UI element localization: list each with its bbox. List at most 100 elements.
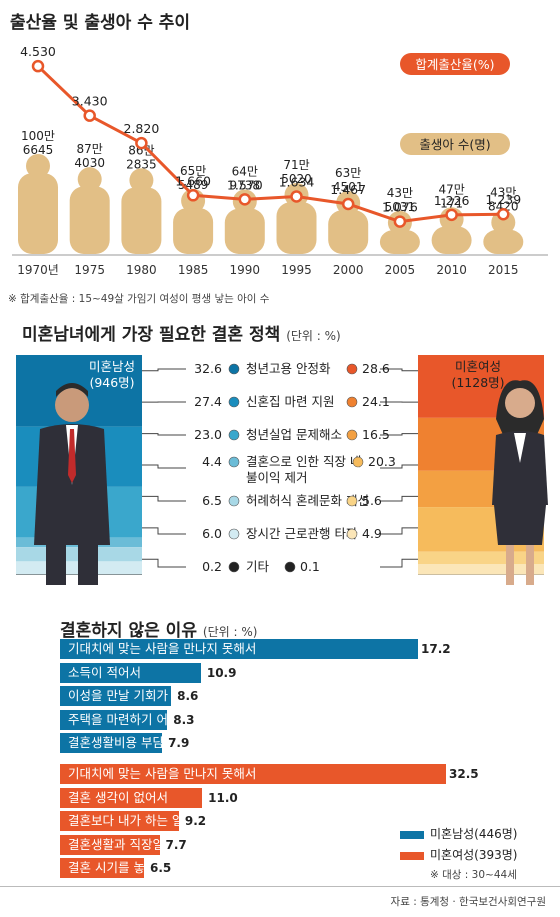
male-group-label: 미혼남성 [89,359,135,374]
reason-category-label: 결혼 생각이 없어서 [68,789,168,805]
female-policy-dot [346,528,358,540]
birth-label-a: 86만 [128,143,154,157]
male-connector [142,558,186,568]
reason-value-label: 17.2 [418,639,454,659]
female-connector [380,558,418,568]
legend-female-swatch [400,851,424,860]
female-reason-bar: 결혼 시기를 놓쳐서 [60,858,168,878]
birth-figure-head [77,167,102,192]
reason-category-label: 결혼생활비용 부담이 커서 [68,735,203,750]
female-connector [380,368,418,372]
male-connector [142,433,186,436]
female-group-label: 미혼여성 [455,359,501,374]
female-policy-value: 4.9 [362,526,382,541]
birth-figure-2 [121,168,162,254]
woman-head [505,388,535,418]
female-policy-value: 16.5 [362,427,390,442]
chart3-title: 결혼하지 않은 이유 (단위 : %) [60,616,257,641]
male-policy-value: 6.5 [202,493,222,508]
male-policy-dot [228,363,240,375]
rate-label: 3.430 [72,94,108,109]
rate-label: 1.239 [485,192,521,207]
x-tick-label: 2015 [488,263,519,277]
policy-category-label: 기타 [246,559,270,574]
birth-label-a: 47만 [438,182,464,196]
birth-label-a: 64만 [232,164,258,178]
birth-figure-body [276,202,317,254]
female-policy-segment [418,564,544,575]
female-reason-bar: 기대치에 맞는 사람을 만나지 못해서 [60,764,480,784]
birth-figure-head [26,154,50,178]
rate-label: 1.076 [382,200,418,215]
birth-figure-9 [483,210,524,254]
reason-category-label: 결혼보다 내가 하는 일에 더 충실하고 싶어서 [68,813,299,828]
source-divider [0,886,560,887]
male-policy-value: 6.0 [202,526,222,541]
rate-line [36,65,504,224]
male-policy-dot [228,495,240,507]
reason-category-label: 주택을 마련하기 어려워서 [68,711,203,727]
male-reason-bar: 주택을 마련하기 어려워서 [60,709,202,730]
male-connector [142,495,186,502]
chart2-title-text: 미혼남녀에게 가장 필요한 결혼 정책 [22,325,281,345]
female-group-label: (1128명) [451,375,504,390]
female-policy-dot [346,396,358,408]
reason-value-label: 10.9 [206,665,237,680]
birth-label-a: 43만 [387,186,413,200]
reason-category-label: 기대치에 맞는 사람을 만나지 못해서 [68,766,257,781]
male-policy-value: 32.6 [194,361,222,376]
rate-label: 1.226 [434,193,470,208]
male-reason-bar: 소득이 적어서 [60,662,201,683]
legend-female-label: 미혼여성(393명) [430,848,518,862]
birth-figure-body [483,229,524,254]
male-policy-dot [228,429,240,441]
x-tick-label: 1985 [178,263,209,277]
birth-figure-body [328,210,369,254]
reason-category-label: 결혼 시기를 놓쳐서 [68,860,168,875]
policy-category-label: 허례허식 혼례문화 개선 [246,493,369,508]
male-policy-dot [228,396,240,408]
rate-legend-text: 합계출산율(%) [415,57,494,72]
man-leg-left [46,545,66,585]
chart1-title: 출산율 및 출생아 수 추이 [10,13,191,33]
x-tick-label: 1990 [230,263,261,277]
male-policy-dot [228,456,240,468]
woman-blouse [514,433,526,463]
reason-category-label: 이성을 만날 기회가 없어서 [68,688,207,703]
rate-point [135,136,148,150]
legend-female: 미혼여성(393명) [400,846,517,863]
rate-label: 1.467 [330,182,366,197]
rate-point [186,189,200,202]
birth-label-b: 4501 [333,180,364,194]
rate-point [445,208,458,222]
policy-category-label: 신혼집 마련 지원 [246,394,334,409]
x-tick-label: 2000 [333,263,364,277]
reason-value-label: 7.7 [165,837,187,852]
chart2-title: 미혼남녀에게 가장 필요한 결혼 정책 (단위 : %) [22,320,341,345]
policy-category-label: 불이익 제거 [246,470,307,485]
x-tick-label: 2010 [436,263,467,277]
reason-value-label: 8.3 [173,712,195,727]
birth-figure-body [69,186,110,254]
rate-label: 4.530 [20,44,56,59]
male-policy-value: 23.0 [194,427,222,442]
rate-point [290,190,303,203]
female-policy-value: 24.1 [362,394,390,409]
x-tick-label: 1995 [281,263,312,277]
birth-figure-body [431,226,472,254]
rate-point [238,193,252,206]
man-hair [56,383,88,397]
reason-value-label: 8.6 [177,689,199,703]
male-policy-dot [228,528,240,540]
rate-point [497,207,510,221]
woman-skirt [494,505,546,545]
female-policy-dot [346,429,358,441]
woman-leg-left [506,545,514,585]
birth-figure-head [129,168,154,193]
reason-category-label: 결혼생활과 직장일 동시 수행 곤란 [68,836,245,852]
woman-figure [492,380,548,585]
birth-label-b: 8420 [488,199,519,213]
birth-label-a: 71만 [283,158,309,172]
man-tie [68,429,76,483]
legend-male-swatch [400,830,424,839]
